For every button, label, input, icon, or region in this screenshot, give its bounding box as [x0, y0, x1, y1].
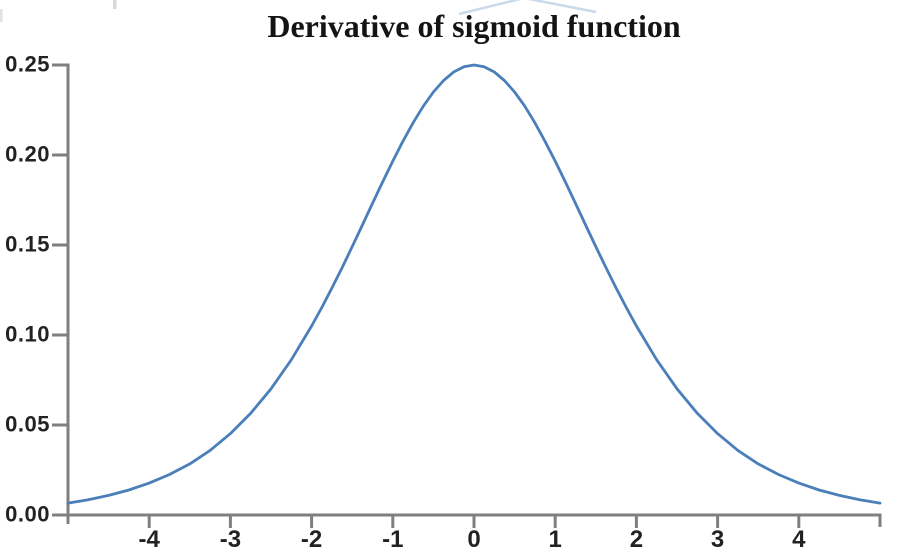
- x-tick-label: -1: [382, 526, 404, 553]
- cropped-artifact-top-stub: [113, 0, 117, 9]
- chart-title: Derivative of sigmoid function: [267, 8, 681, 44]
- y-tick-label: 0.00: [5, 501, 50, 527]
- x-tick-label: 4: [792, 526, 806, 553]
- y-tick-label: 0.15: [5, 231, 50, 257]
- y-tick-label: 0.05: [5, 411, 50, 437]
- x-tick-label: 0: [467, 526, 481, 553]
- tick-marks: [52, 63, 801, 528]
- x-tick-label: -4: [138, 526, 160, 553]
- x-tick-label: -3: [219, 526, 242, 553]
- x-tick-label: 2: [629, 526, 644, 553]
- sigmoid-derivative-curve: [66, 63, 882, 505]
- y-tick-label: 0.20: [5, 141, 50, 167]
- y-tick-label: 0.25: [5, 51, 50, 77]
- y-tick-label: 0.10: [5, 321, 50, 347]
- axes: [66, 63, 882, 527]
- x-tick-label: -2: [300, 526, 323, 553]
- x-tick-label: 1: [548, 526, 562, 553]
- x-tick-label: 3: [710, 526, 725, 553]
- cropped-artifact-left-edge: [0, 9, 3, 22]
- cropped-artifact-top-curve: [458, 0, 597, 16]
